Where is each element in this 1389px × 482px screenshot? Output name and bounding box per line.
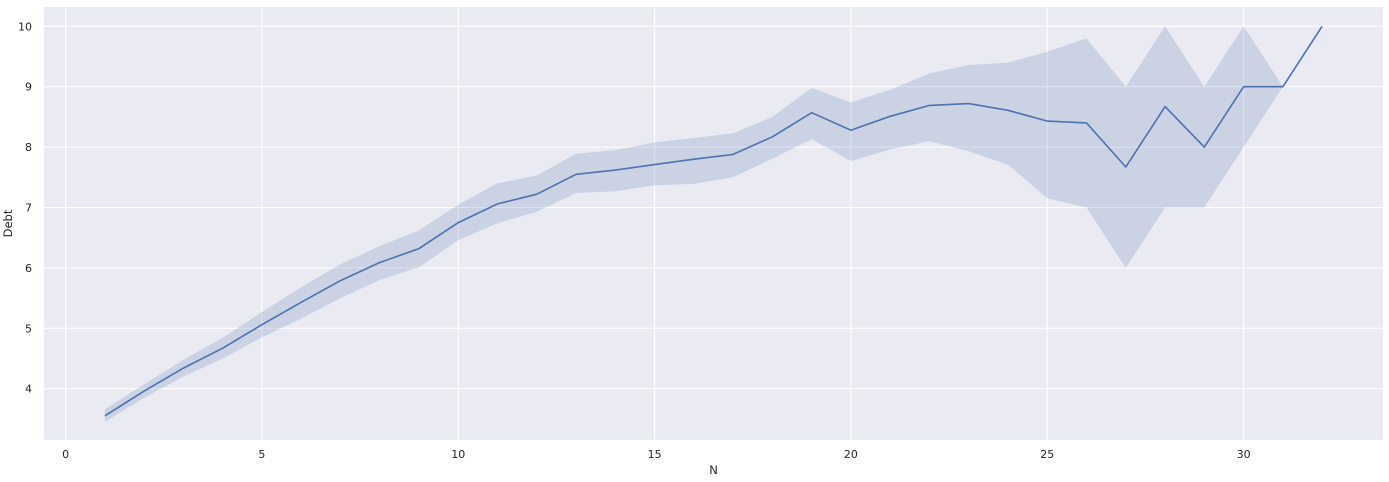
y-axis-ticks: 4 5 6 7 8 9 10 (18, 20, 32, 395)
y-tick-label: 5 (25, 322, 32, 335)
x-tick-label: 0 (62, 448, 69, 461)
y-tick-label: 6 (25, 262, 32, 275)
series-line (104, 25, 1323, 417)
x-tick-label: 15 (648, 448, 662, 461)
x-tick-label: 25 (1040, 448, 1054, 461)
x-tick-label: 10 (451, 448, 465, 461)
x-axis-ticks: 0 5 10 15 20 25 30 (62, 448, 1251, 461)
y-tick-label: 9 (25, 81, 32, 94)
y-axis-label: Debt (1, 209, 15, 237)
x-tick-label: 20 (844, 448, 858, 461)
confidence-band (104, 26, 1323, 422)
grid-lines (44, 7, 1383, 440)
x-tick-label: 5 (258, 448, 265, 461)
y-tick-label: 8 (25, 141, 32, 154)
x-axis-label: N (709, 463, 718, 477)
y-tick-label: 7 (25, 201, 32, 214)
y-tick-label: 4 (25, 383, 32, 396)
y-tick-label: 10 (18, 20, 32, 33)
plot-area (44, 7, 1383, 440)
x-tick-label: 30 (1237, 448, 1251, 461)
